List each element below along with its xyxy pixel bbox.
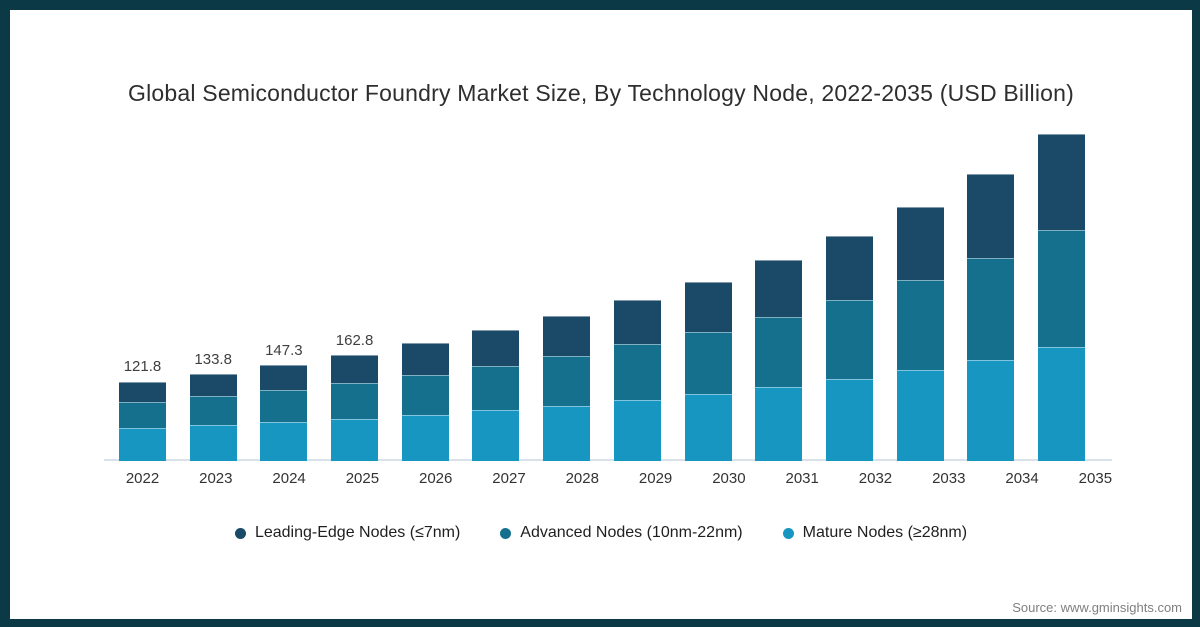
- x-axis-label: 2034: [1005, 470, 1039, 487]
- bar-segment: [684, 331, 732, 395]
- bar-segment: [825, 235, 873, 300]
- x-axis-label: 2028: [565, 470, 599, 487]
- legend-label: Advanced Nodes (10nm-22nm): [520, 524, 743, 541]
- bar-segment: [260, 422, 308, 461]
- bar-segment: [967, 257, 1015, 360]
- bar-2028: [543, 316, 591, 461]
- bar-segment: [401, 374, 449, 415]
- x-axis-label: 2022: [125, 470, 160, 487]
- bar-segment: [896, 370, 944, 461]
- bar-2025: 162.8: [331, 332, 379, 461]
- bar-segment: [331, 354, 379, 383]
- bar-segment: [472, 365, 520, 411]
- bar-segment: [401, 343, 449, 375]
- bar-segment: [189, 396, 237, 426]
- x-axis-label: 2029: [638, 470, 673, 487]
- bar-segment: [967, 174, 1015, 258]
- legend-item: Leading-Edge Nodes (≤7nm): [234, 524, 461, 542]
- bar-segment: [1037, 134, 1085, 231]
- bar-2027: [472, 330, 520, 461]
- bar-segment: [260, 364, 308, 390]
- legend-item: Mature Nodes (≥28nm): [782, 524, 968, 542]
- x-axis-labels: 2022 2023 2024 2025 2026 2027 2028 2029 2030 2031…: [104, 470, 1138, 487]
- bar-segment: [543, 355, 591, 406]
- bar-2024: 147.3: [260, 342, 308, 461]
- bar-value-label: 147.3: [265, 341, 303, 359]
- bar-segment: [260, 389, 308, 423]
- bar-2023: 133.8: [189, 351, 237, 461]
- bar-2034: [967, 174, 1015, 461]
- bar-segment: [896, 280, 944, 371]
- legend-swatch-icon: [782, 527, 794, 539]
- bar-segment: [896, 207, 944, 281]
- bar-2029: [613, 299, 661, 461]
- bar-segment: [472, 410, 520, 461]
- x-axis-label: 2025: [345, 470, 380, 487]
- bar-segment: [755, 260, 803, 317]
- bar-segment: [119, 428, 166, 461]
- x-axis-label: 2030: [712, 470, 746, 487]
- legend-swatch-icon: [234, 527, 246, 539]
- bar-value-label: 162.8: [335, 331, 374, 349]
- bar-segment: [613, 299, 661, 345]
- bar-segment: [543, 405, 591, 461]
- x-axis-label: 2023: [199, 470, 233, 487]
- bar-segment: [613, 400, 661, 461]
- legend-label: Leading-Edge Nodes (≤7nm): [254, 524, 461, 541]
- x-axis-label: 2024: [272, 470, 306, 487]
- bar-segment: [401, 414, 449, 461]
- x-axis-label: 2032: [858, 470, 893, 487]
- bar-2035: [1037, 134, 1085, 461]
- bar-value-label: 133.8: [194, 350, 232, 368]
- chart-title: Global Semiconductor Foundry Market Size…: [128, 80, 1074, 106]
- source-attribution: Source: www.gminsights.com: [1012, 600, 1182, 615]
- bar-2031: [755, 260, 803, 461]
- x-axis-label: 2035: [1078, 470, 1113, 487]
- bar-segment: [825, 379, 873, 461]
- legend-item: Advanced Nodes (10nm-22nm): [500, 524, 743, 542]
- bar-segment: [472, 330, 520, 366]
- bar-segment: [613, 344, 661, 401]
- bar-segment: [684, 281, 732, 332]
- bar-segment: [543, 316, 591, 356]
- bar-2022: 121.8: [119, 358, 166, 461]
- bar-segment: [189, 425, 237, 461]
- x-axis-label: 2027: [492, 470, 526, 487]
- bar-2026: [401, 343, 449, 461]
- bars-container: 121.8 133.8 147.3 162.8: [104, 131, 1104, 461]
- bar-2030: [684, 281, 732, 461]
- x-axis-label: 2033: [932, 470, 966, 487]
- bar-segment: [189, 373, 237, 397]
- x-axis-line: [104, 459, 1112, 461]
- bar-2032: [825, 235, 873, 461]
- legend-swatch-icon: [500, 527, 512, 539]
- bar-2033: [896, 207, 944, 461]
- legend: Leading-Edge Nodes (≤7nm) Advanced Nodes …: [10, 524, 1192, 542]
- bar-segment: [1037, 230, 1085, 348]
- bar-segment: [825, 299, 873, 380]
- x-axis-label: 2031: [785, 470, 819, 487]
- bar-value-label: 121.8: [123, 358, 162, 376]
- plot-area: 121.8 133.8 147.3 162.8: [104, 131, 1112, 461]
- bar-segment: [755, 316, 803, 388]
- bar-segment: [755, 387, 803, 461]
- legend-label: Mature Nodes (≥28nm): [802, 524, 968, 541]
- bar-segment: [119, 401, 166, 429]
- bar-segment: [967, 359, 1015, 461]
- bar-segment: [1037, 347, 1085, 461]
- bar-segment: [119, 381, 166, 402]
- bar-segment: [684, 394, 732, 461]
- bar-segment: [331, 418, 379, 461]
- x-axis-label: 2026: [419, 470, 453, 487]
- bar-segment: [331, 382, 379, 419]
